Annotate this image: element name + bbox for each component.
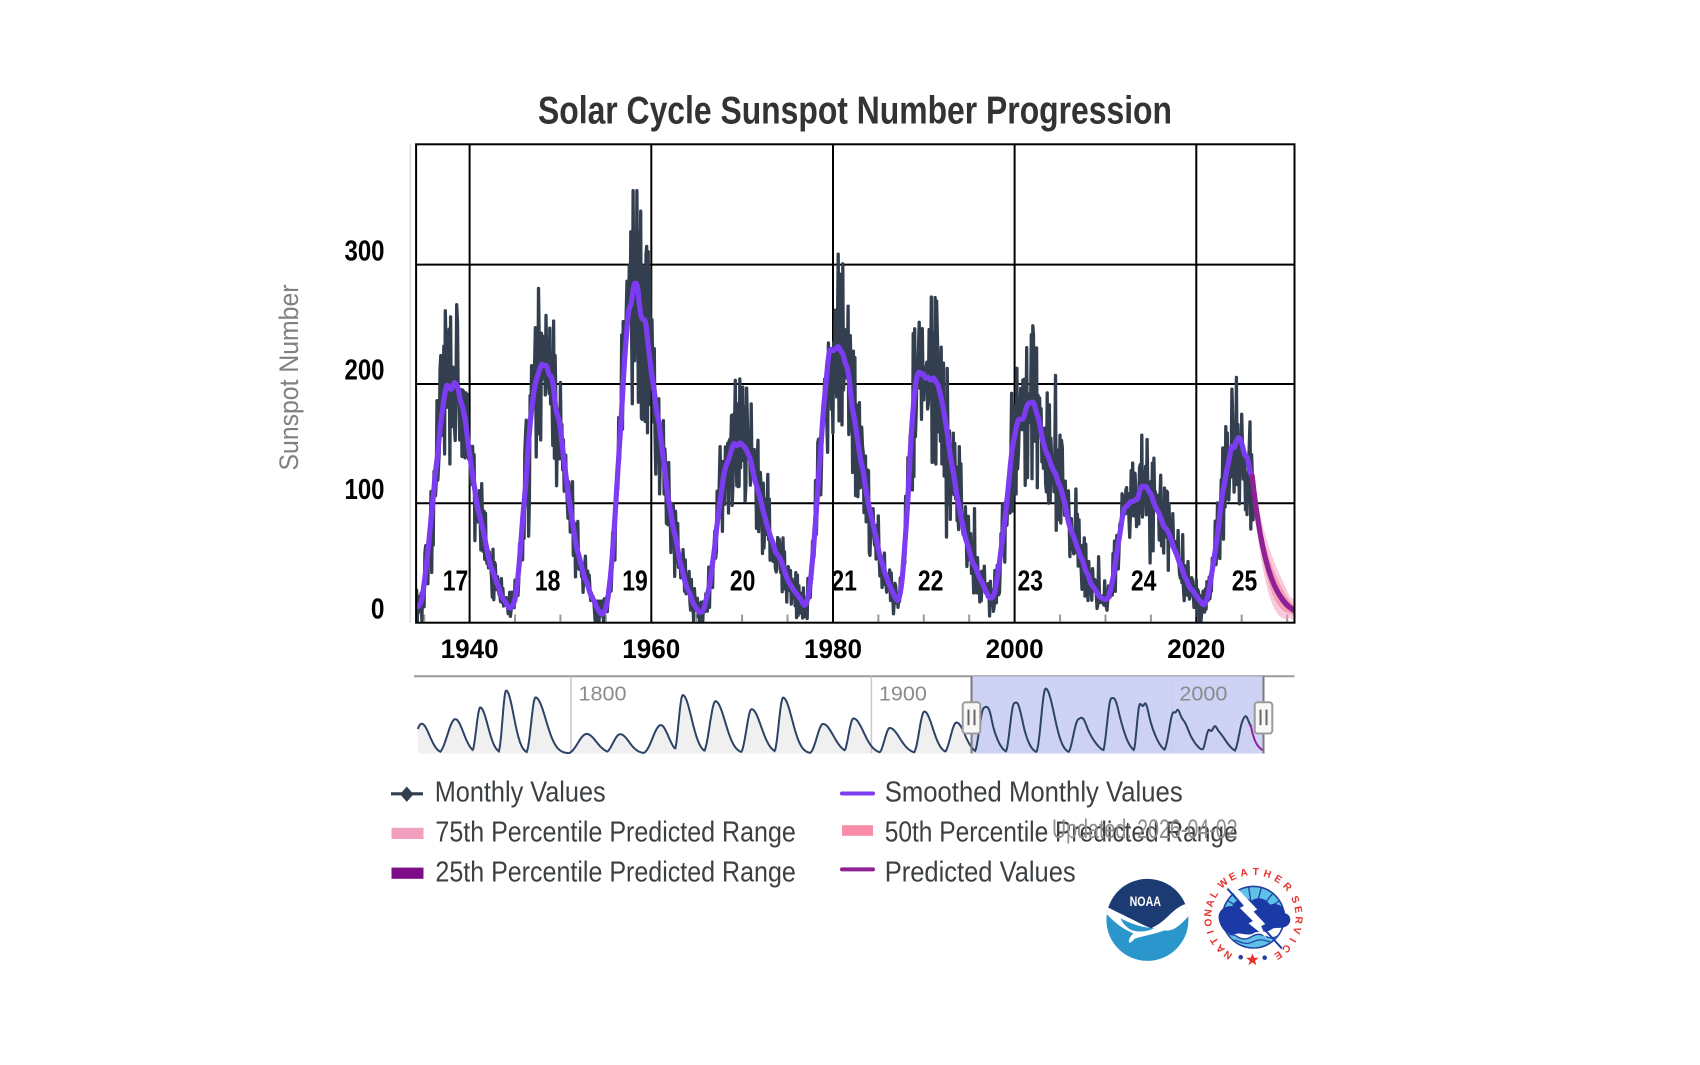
svg-text:25th Percentile Predicted Rang: 25th Percentile Predicted Range [435,857,795,889]
svg-text:23: 23 [1018,566,1044,598]
svg-text:A: A [1204,898,1217,909]
svg-text:75th Percentile Predicted Rang: 75th Percentile Predicted Range [435,817,795,849]
svg-text:2020: 2020 [1167,634,1225,664]
svg-text:22: 22 [918,566,944,598]
svg-text:H: H [1262,868,1272,881]
svg-text:I: I [1205,929,1216,935]
svg-text:20: 20 [730,566,756,598]
svg-text:V: V [1290,925,1303,935]
svg-text:Solar Cycle Sunspot Number Pro: Solar Cycle Sunspot Number Progression [538,90,1172,133]
svg-text:25: 25 [1232,566,1258,598]
svg-text:L: L [1208,889,1221,900]
svg-text:200: 200 [345,354,385,386]
svg-text:O: O [1203,918,1215,927]
svg-text:1960: 1960 [622,634,680,664]
svg-text:E: E [1291,905,1303,914]
svg-text:1940: 1940 [441,634,499,664]
svg-text:21: 21 [831,566,857,598]
svg-text:N: N [1203,909,1215,917]
svg-text:Updated: 2026-04-02: Updated: 2026-04-02 [1052,814,1238,844]
svg-text:100: 100 [345,473,385,505]
svg-text:T: T [1252,867,1260,878]
svg-text:Sunspot Number: Sunspot Number [274,284,304,470]
svg-text:300: 300 [345,234,385,266]
svg-text:50th Percentile Predicted Rang: 50th Percentile Predicted Range [885,817,1238,849]
svg-text:19: 19 [622,566,648,598]
svg-text:E: E [1272,873,1284,886]
svg-text:E: E [1272,948,1284,961]
svg-text:A: A [1239,867,1249,879]
svg-text:24: 24 [1131,566,1157,598]
svg-text:2000: 2000 [1179,684,1227,706]
svg-text:R: R [1292,916,1303,925]
svg-text:18: 18 [535,566,561,598]
svg-text:17: 17 [443,566,469,598]
svg-text:0: 0 [371,592,385,624]
svg-text:E: E [1228,871,1239,884]
svg-text:Monthly Values: Monthly Values [435,777,606,809]
svg-text:S: S [1288,894,1301,905]
svg-text:1800: 1800 [579,684,627,706]
svg-text:Smoothed Monthly Values: Smoothed Monthly Values [885,777,1183,809]
svg-text:NOAA: NOAA [1130,893,1161,909]
svg-text:1900: 1900 [879,684,927,706]
svg-text:1980: 1980 [804,634,862,664]
svg-text:Predicted Values: Predicted Values [885,857,1076,889]
svg-text:2000: 2000 [986,634,1044,664]
svg-text:I: I [1286,936,1297,944]
svg-text:T: T [1209,934,1222,946]
